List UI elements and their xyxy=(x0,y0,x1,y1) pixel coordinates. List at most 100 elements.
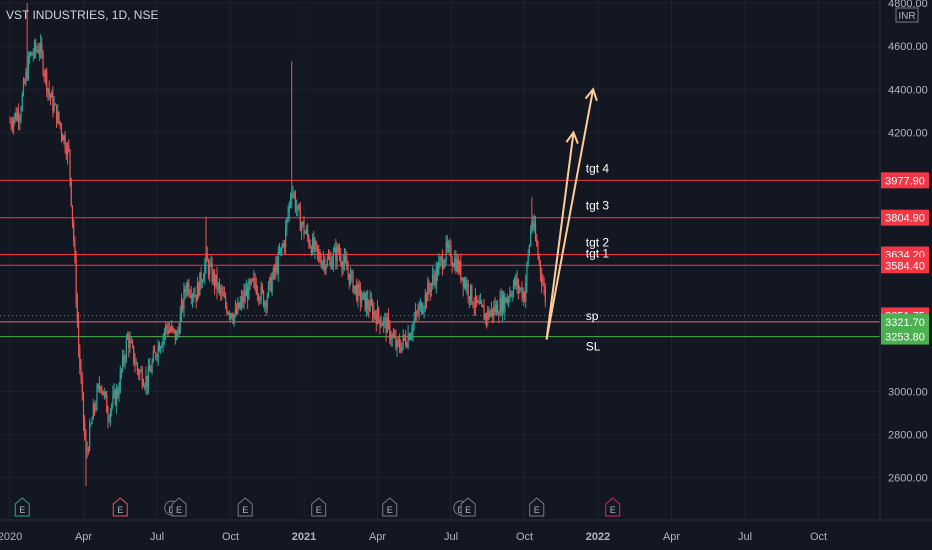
candle-body xyxy=(158,344,161,351)
event-marker[interactable]: E xyxy=(382,497,398,517)
candle-body xyxy=(314,241,316,250)
candle-body xyxy=(138,370,140,375)
candle-body xyxy=(395,337,397,348)
candle-body xyxy=(430,283,432,293)
candle-body xyxy=(160,347,162,351)
candle-body xyxy=(538,255,540,262)
candle-body xyxy=(147,366,150,388)
candle-body xyxy=(54,104,56,106)
candle-body xyxy=(318,252,320,255)
candle-body xyxy=(14,113,16,120)
candle-body xyxy=(323,259,325,263)
candle-body xyxy=(215,274,217,286)
candle-body xyxy=(199,272,201,296)
candle-body xyxy=(238,302,240,309)
projection-arrow-head xyxy=(565,130,579,144)
candle-body xyxy=(177,330,179,334)
candle-body xyxy=(85,437,87,452)
candle-body xyxy=(288,203,290,214)
candle-body xyxy=(511,295,513,297)
candle-body xyxy=(251,279,254,281)
candle-body xyxy=(294,194,297,209)
candle-body xyxy=(200,272,202,284)
event-marker-label: E xyxy=(610,505,616,515)
candle-body xyxy=(419,302,421,307)
candle-body xyxy=(281,246,283,248)
candle-body xyxy=(59,121,61,126)
horizontal-levels[interactable] xyxy=(0,179,880,338)
candle-body xyxy=(468,296,470,300)
event-marker[interactable]: E xyxy=(237,497,253,517)
candle-body xyxy=(315,241,317,246)
candle-body xyxy=(329,258,331,260)
candle-body xyxy=(536,238,538,246)
candle-body xyxy=(229,313,232,316)
event-marker[interactable]: E xyxy=(529,497,545,517)
currency-label: INR xyxy=(898,11,915,22)
candle-body xyxy=(373,310,375,318)
event-markers[interactable]: EEDEEEEDEEE xyxy=(14,497,621,517)
candle-body xyxy=(530,230,532,246)
candle-body xyxy=(227,312,229,314)
candle-body xyxy=(155,352,157,358)
candle-body xyxy=(124,358,126,361)
event-marker[interactable]: E xyxy=(112,497,128,517)
candle-body xyxy=(100,387,102,389)
candle-body xyxy=(474,295,477,307)
candle-body xyxy=(182,301,184,309)
candle-body xyxy=(262,291,265,306)
time-axis[interactable]: 2020 Apr Jul Oct 2021 Apr Jul Oct 2022 Apr Jul Oct xyxy=(0,531,827,543)
candle-body xyxy=(494,306,496,313)
candle-body xyxy=(80,367,82,379)
level-name: tgt 2 xyxy=(586,236,610,250)
event-marker[interactable]: E xyxy=(605,497,621,517)
candle-body xyxy=(278,252,281,254)
candle-body xyxy=(363,292,365,294)
projection-arrow-shaft[interactable] xyxy=(545,89,595,340)
candle-body xyxy=(62,134,64,141)
candle-body xyxy=(86,449,88,452)
candle-body xyxy=(293,193,295,195)
candle-body xyxy=(228,312,230,316)
candle-body xyxy=(47,88,49,92)
candle-body xyxy=(303,221,305,234)
candle-body xyxy=(345,256,347,262)
price-axis[interactable]: 4800.00 4600.00 4400.00 4200.00 3000.00 2800.… xyxy=(888,0,928,485)
event-marker[interactable]: E xyxy=(460,497,476,517)
candle-body xyxy=(75,259,77,302)
candle-body xyxy=(128,335,130,349)
currency-badge[interactable]: INR xyxy=(895,7,919,23)
candle-body xyxy=(226,305,228,314)
candle-body xyxy=(127,335,129,340)
candle-body xyxy=(532,221,534,229)
candle-body xyxy=(30,52,32,55)
candle-body xyxy=(173,328,175,330)
candle-body xyxy=(150,371,152,373)
projection-arrow-shaft[interactable] xyxy=(545,132,575,340)
candle-body xyxy=(338,251,341,256)
candle-body xyxy=(92,403,94,420)
candle-body xyxy=(403,335,406,339)
candle-body xyxy=(64,135,66,150)
candle-body xyxy=(351,271,353,273)
candle-body xyxy=(447,245,450,248)
candle-body xyxy=(218,283,221,288)
candle-body xyxy=(120,369,123,373)
candle-body xyxy=(436,266,439,275)
candle-body xyxy=(213,272,216,286)
candle-body xyxy=(343,256,346,263)
event-marker[interactable]: E xyxy=(171,497,187,517)
candle-body xyxy=(334,247,336,252)
candle-body xyxy=(462,277,464,288)
candle-body xyxy=(256,293,259,295)
earnings-marker-shape xyxy=(605,497,621,517)
event-marker[interactable]: E xyxy=(14,497,30,517)
candle-body xyxy=(520,287,522,290)
candle-body xyxy=(168,330,170,333)
event-marker[interactable]: E xyxy=(311,497,327,517)
candle-body xyxy=(255,284,257,294)
candle-body xyxy=(76,301,78,322)
projection-arrows[interactable] xyxy=(545,87,598,340)
candle-body xyxy=(174,329,176,341)
